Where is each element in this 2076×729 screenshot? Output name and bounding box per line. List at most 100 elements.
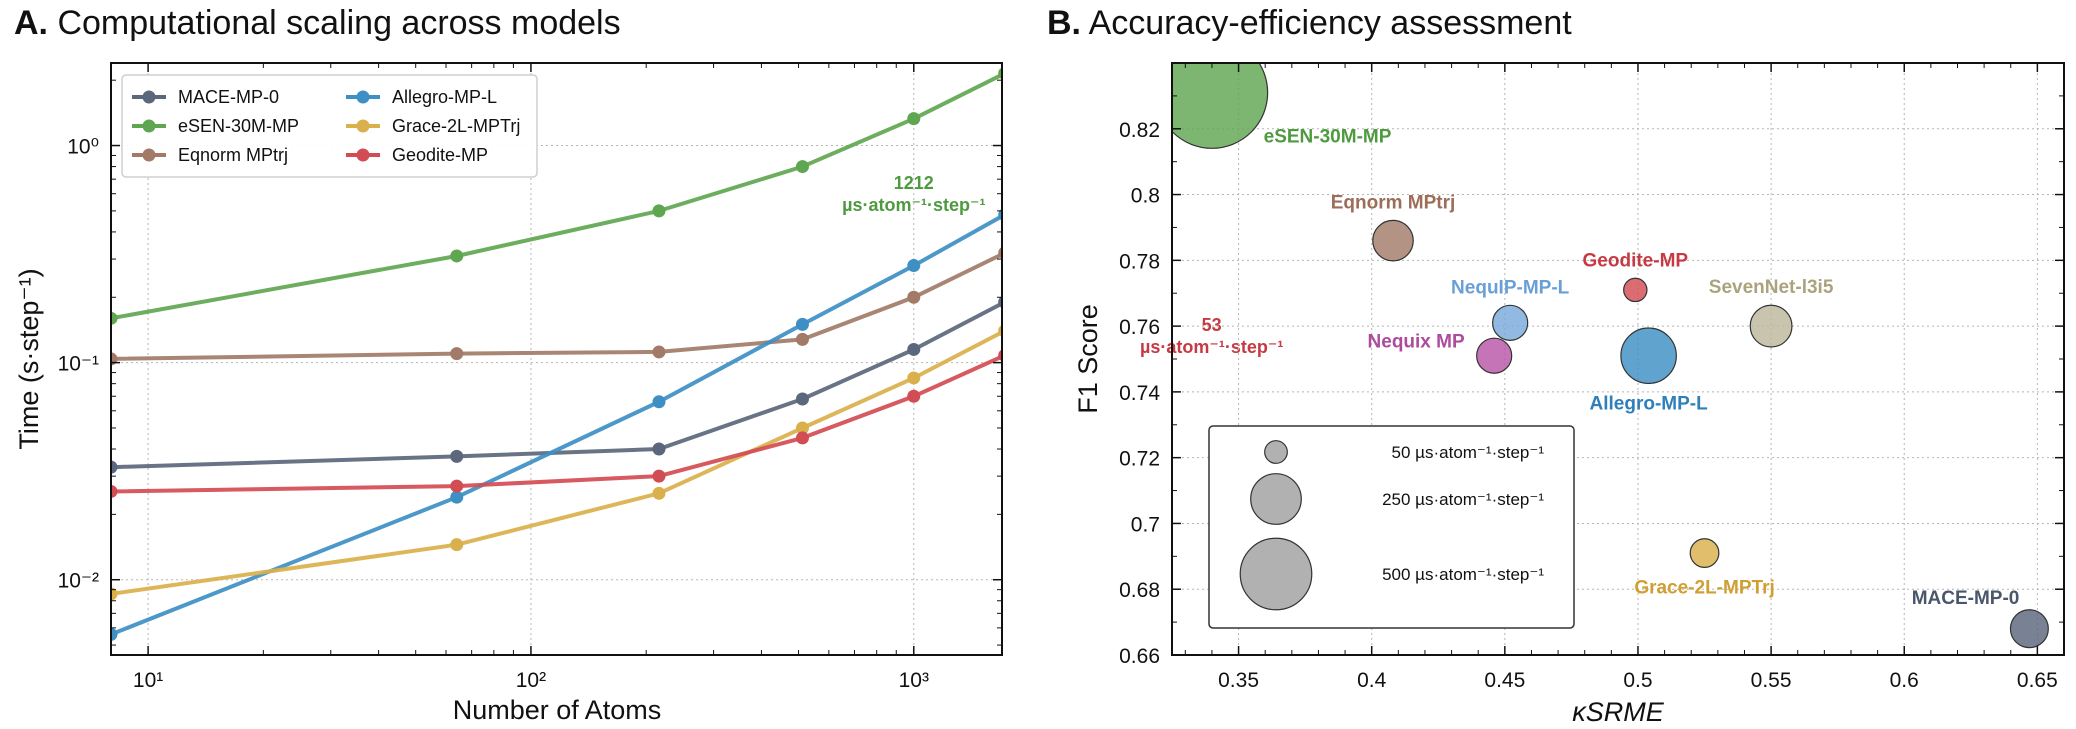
- y-tick-label: 0.7: [1131, 513, 1160, 536]
- panel-b-xlabel-text: κSRME: [1572, 697, 1664, 727]
- data-point-grace-2l-mptrj: [998, 325, 1002, 337]
- data-point-geodite-mp: [652, 469, 666, 483]
- x-tick-label: 0.55: [1751, 669, 1792, 692]
- legend-marker-grace-2l-mptrj: [356, 119, 370, 133]
- bubble-nequip-mp-l: [1492, 304, 1529, 341]
- bubble-mace-mp-0: [2009, 609, 2049, 649]
- x-tick-label: 0.35: [1218, 669, 1259, 692]
- legend-marker-mace-mp-0: [142, 90, 156, 104]
- size-legend-bubble: [1264, 440, 1288, 464]
- data-point-mace-mp-0: [111, 460, 118, 474]
- y-tick-label: 0.78: [1119, 250, 1160, 273]
- bubble-sevennet-l3i5: [1749, 304, 1793, 348]
- data-point-allegro-mp-l: [998, 208, 1002, 221]
- data-point-esen-30m-mp: [450, 249, 464, 263]
- panel-a: A. Computational scaling across models 1…: [14, 4, 1283, 725]
- data-point-mace-mp-0: [450, 449, 464, 463]
- data-point-geodite-mp: [907, 389, 921, 403]
- size-legend-bubble: [1239, 537, 1313, 611]
- data-point-allegro-mp-l: [1075, 164, 1088, 177]
- data-point-eqnorm-mptrj: [652, 345, 666, 359]
- legend-label: Eqnorm MPtrj: [178, 145, 288, 165]
- data-point-geodite-mp: [111, 484, 118, 498]
- legend-marker-eqnorm-mptrj: [142, 148, 156, 162]
- series-line-mace-mp-0: [111, 301, 1002, 470]
- data-point-esen-30m-mp: [652, 204, 666, 218]
- bubble-label-sevennet-l3i5: SevenNet-l3i5: [1709, 277, 1834, 298]
- legend-marker-allegro-mp-l: [356, 90, 370, 104]
- legend-box: [121, 74, 538, 178]
- y-tick-label: 10⁰: [67, 136, 99, 159]
- legend-label: Allegro-MP-L: [392, 87, 497, 107]
- data-point-esen-30m-mp: [111, 311, 118, 325]
- bubble-label-nequip-mp-l: NequIP-MP-L: [1451, 277, 1570, 298]
- data-point-geodite-mp: [1142, 278, 1155, 291]
- data-point-eqnorm-mptrj: [1075, 206, 1088, 219]
- data-point-grace-2l-mptrj: [907, 371, 921, 385]
- bubble-allegro-mp-l: [1620, 327, 1677, 385]
- data-point-eqnorm-mptrj: [450, 347, 464, 361]
- panel-b-ticks: 0.35 0.4 0.45 0.5 0.55 0.6 0.65 0.66 0.68 0.7 0.72…: [1119, 63, 2064, 692]
- x-tick-label: 10¹: [133, 669, 163, 692]
- legend-label: Grace-2L-MPTrj: [392, 116, 520, 136]
- panel-a-series: [111, 67, 1266, 641]
- y-tick-label: 0.8: [1131, 185, 1160, 208]
- bubble-label-nequix-mp: Nequix MP: [1368, 332, 1465, 353]
- y-tick-label: 0.82: [1119, 119, 1160, 142]
- legend-marker-esen-30m-mp: [142, 119, 156, 133]
- annotation-label: 1212: [894, 173, 934, 193]
- x-tick-label: 10³: [899, 669, 929, 692]
- size-legend-label: 50 µs·atom⁻¹·step⁻¹: [1392, 443, 1545, 462]
- bubble-geodite-mp: [1623, 277, 1648, 303]
- data-point-grace-2l-mptrj: [450, 538, 464, 552]
- panel-b-points: [1172, 63, 2049, 649]
- data-point-allegro-mp-l: [652, 395, 666, 409]
- series-line-geodite-mp: [111, 354, 1002, 494]
- annotation-label: 53: [1202, 315, 1222, 335]
- data-point-grace-2l-mptrj: [1253, 187, 1266, 200]
- data-point-geodite-mp: [450, 479, 464, 493]
- legend-marker-geodite-mp: [356, 148, 370, 162]
- data-point-mace-mp-0: [652, 442, 666, 456]
- data-point-mace-mp-0: [795, 392, 809, 406]
- x-tick-label: 0.65: [2017, 669, 2058, 692]
- data-point-allegro-mp-l: [907, 259, 921, 273]
- annotation-label: µs·atom⁻¹·step⁻¹: [842, 195, 985, 215]
- data-point-grace-2l-mptrj: [111, 587, 118, 601]
- legend-label: MACE-MP-0: [178, 87, 279, 107]
- data-point-eqnorm-mptrj: [795, 332, 809, 346]
- data-point-eqnorm-mptrj: [907, 290, 921, 304]
- x-tick-label: 0.4: [1357, 669, 1387, 692]
- panel-b: B. Accuracy-efficiency assessment eSEN-3…: [1047, 4, 2065, 727]
- bubble-label-allegro-mp-l: Allegro-MP-L: [1590, 393, 1709, 414]
- data-point-geodite-mp: [1200, 244, 1213, 257]
- data-point-mace-mp-0: [1200, 159, 1213, 172]
- panel-a-title-text: Computational scaling across models: [57, 4, 620, 42]
- data-point-geodite-mp: [998, 349, 1002, 362]
- data-point-mace-mp-0: [1075, 223, 1088, 236]
- y-tick-label: 0.72: [1119, 448, 1160, 471]
- data-point-geodite-mp: [1253, 219, 1266, 232]
- bubble-eqnorm-mptrj: [1372, 219, 1414, 262]
- data-point-eqnorm-mptrj: [998, 247, 1002, 259]
- size-legend-bubble: [1250, 473, 1302, 525]
- panel-a-frame: [110, 62, 1003, 656]
- data-point-esen-30m-mp: [998, 67, 1002, 80]
- annotation-label: µs·atom⁻¹·step⁻¹: [1140, 337, 1283, 357]
- data-point-allegro-mp-l: [111, 627, 118, 641]
- bubble-label-esen-30m-mp: eSEN-30M-MP: [1264, 127, 1392, 148]
- size-legend: 50 µs·atom⁻¹·step⁻¹ 250 µs·atom⁻¹·step⁻¹ 5…: [1208, 425, 1575, 629]
- y-tick-label: 0.76: [1119, 316, 1160, 339]
- data-point-mace-mp-0: [907, 342, 921, 356]
- data-point-esen-30m-mp: [795, 160, 809, 174]
- data-point-allegro-mp-l: [795, 317, 809, 331]
- data-point-grace-2l-mptrj: [1200, 216, 1213, 229]
- panel-a-legend: MACE-MP-0 eSEN-30M-MP Eqnorm MPtrj Allegro-…: [121, 74, 538, 178]
- panel-a-ticks: 10¹ 10² 10³ 10⁻² 10⁻¹ 10⁰: [58, 63, 1002, 692]
- panel-b-title: B. Accuracy-efficiency assessment: [1047, 4, 1572, 42]
- panel-b-title-text: Accuracy-efficiency assessment: [1089, 4, 1573, 42]
- panel-b-point-labels: eSEN-30M-MP Eqnorm MPtrj Geodite-MP NequIP-…: [1264, 127, 2020, 609]
- data-point-eqnorm-mptrj: [1142, 170, 1155, 183]
